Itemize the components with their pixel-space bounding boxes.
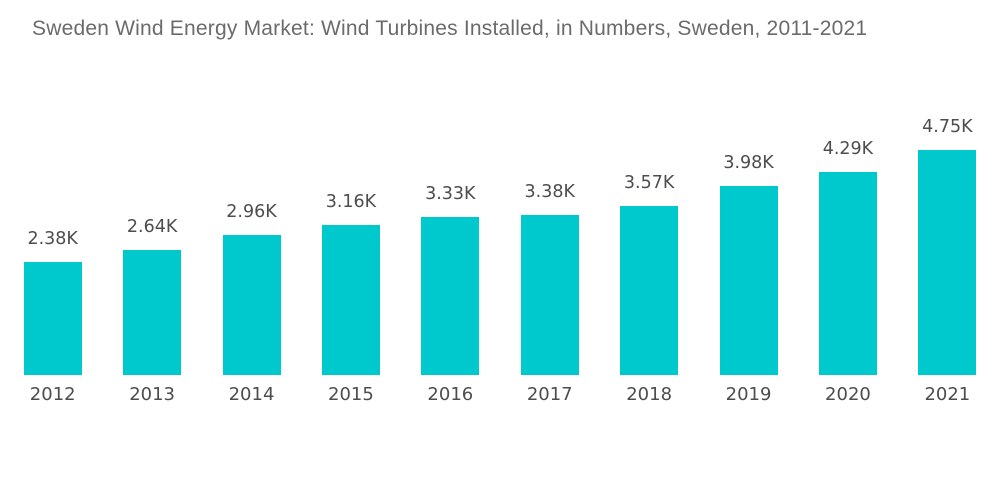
bar [719,186,778,375]
chart-title: Sweden Wind Energy Market: Wind Turbines… [32,17,868,40]
x-axis-label: 2013 [129,384,176,405]
bar-track: 4.29K [798,0,897,375]
bar-column: 3.57K 2018 [599,0,698,405]
bar-value-label: 3.33K [425,184,476,204]
x-axis-label: 2016 [427,384,474,405]
bar-column: 2.96K 2014 [202,0,301,405]
bar-column: 3.38K 2017 [500,0,599,405]
bar-column: 2.64K 2013 [102,0,201,405]
x-axis-label: 2018 [626,384,673,405]
bar-value-label: 3.98K [723,153,774,173]
bar [620,206,679,375]
bar-track: 3.33K [401,0,500,375]
bar [321,225,380,375]
x-axis-label: 2014 [228,384,275,405]
x-axis-label: 2021 [924,384,971,405]
bar-track: 2.64K [102,0,201,375]
bar [123,250,182,375]
bar-value-label: 2.96K [226,202,277,222]
plot-area: 2.38K 2012 2.64K 2013 2.96K 2014 3.16K 2015 3.33… [3,0,997,405]
x-axis-label: 2017 [526,384,573,405]
bar [23,262,82,375]
bar-column: 3.33K 2016 [401,0,500,405]
bar-value-label: 3.38K [524,182,575,202]
bar-track: 3.38K [500,0,599,375]
bar-track: 2.38K [3,0,102,375]
bar [222,235,281,375]
x-axis-label: 2015 [328,384,374,405]
bar-column: 3.16K 2015 [301,0,400,405]
bar-value-label: 3.16K [325,192,377,212]
x-axis-label: 2012 [29,384,76,405]
bar-track: 3.98K [699,0,798,375]
bar-track: 3.16K [301,0,400,375]
bar-column: 2.38K 2012 [3,0,102,405]
x-axis-label: 2019 [725,384,772,405]
bar-value-label: 2.64K [126,217,178,237]
bar-track: 4.75K [898,0,997,375]
bar [918,150,977,375]
x-axis-label: 2020 [825,384,871,405]
bar [421,217,480,375]
bar-track: 2.96K [202,0,301,375]
bar-value-label: 2.38K [27,229,78,249]
bar-column: 4.75K 2021 [898,0,997,405]
bar [818,172,877,375]
bar-track: 3.57K [599,0,698,375]
bar-column: 3.98K 2019 [699,0,798,405]
bar-value-label: 4.29K [822,139,874,159]
bar-value-label: 3.57K [623,173,675,193]
bar-column: 4.29K 2020 [798,0,897,405]
bar-value-label: 4.75K [922,117,973,137]
bar [520,215,579,375]
